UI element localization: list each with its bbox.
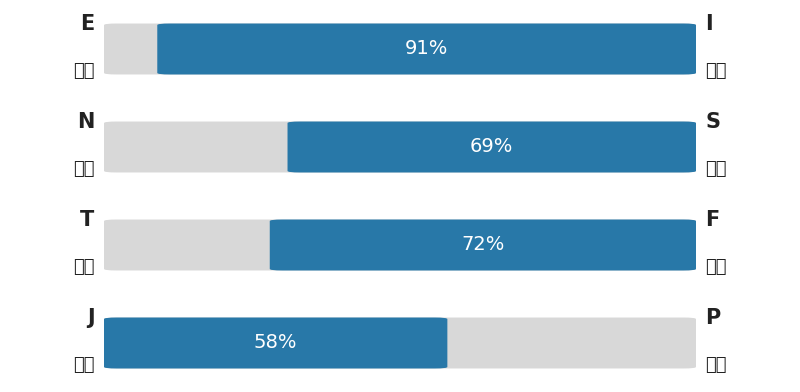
Text: J: J	[86, 309, 94, 328]
Text: N: N	[77, 113, 94, 132]
FancyBboxPatch shape	[104, 122, 696, 172]
Text: P: P	[706, 309, 721, 328]
Text: 69%: 69%	[470, 138, 514, 156]
Text: 91%: 91%	[405, 40, 448, 58]
Text: 판단: 판단	[73, 356, 94, 374]
Text: 사고: 사고	[73, 258, 94, 276]
FancyBboxPatch shape	[104, 220, 696, 270]
Text: 외향: 외향	[73, 62, 94, 80]
Text: T: T	[80, 211, 94, 230]
Text: E: E	[80, 15, 94, 34]
Text: F: F	[706, 211, 720, 230]
Text: 58%: 58%	[254, 334, 298, 352]
Text: S: S	[706, 113, 721, 132]
Text: 인식: 인식	[706, 356, 727, 374]
FancyBboxPatch shape	[270, 220, 696, 270]
FancyBboxPatch shape	[104, 24, 696, 74]
Text: 감각: 감각	[706, 160, 727, 178]
FancyBboxPatch shape	[287, 122, 696, 172]
FancyBboxPatch shape	[158, 24, 696, 74]
Text: 감정: 감정	[706, 258, 727, 276]
Text: 직관: 직관	[73, 160, 94, 178]
Text: I: I	[706, 15, 714, 34]
FancyBboxPatch shape	[104, 318, 447, 368]
Text: 72%: 72%	[461, 236, 505, 254]
FancyBboxPatch shape	[104, 318, 696, 368]
Text: 내향: 내향	[706, 62, 727, 80]
